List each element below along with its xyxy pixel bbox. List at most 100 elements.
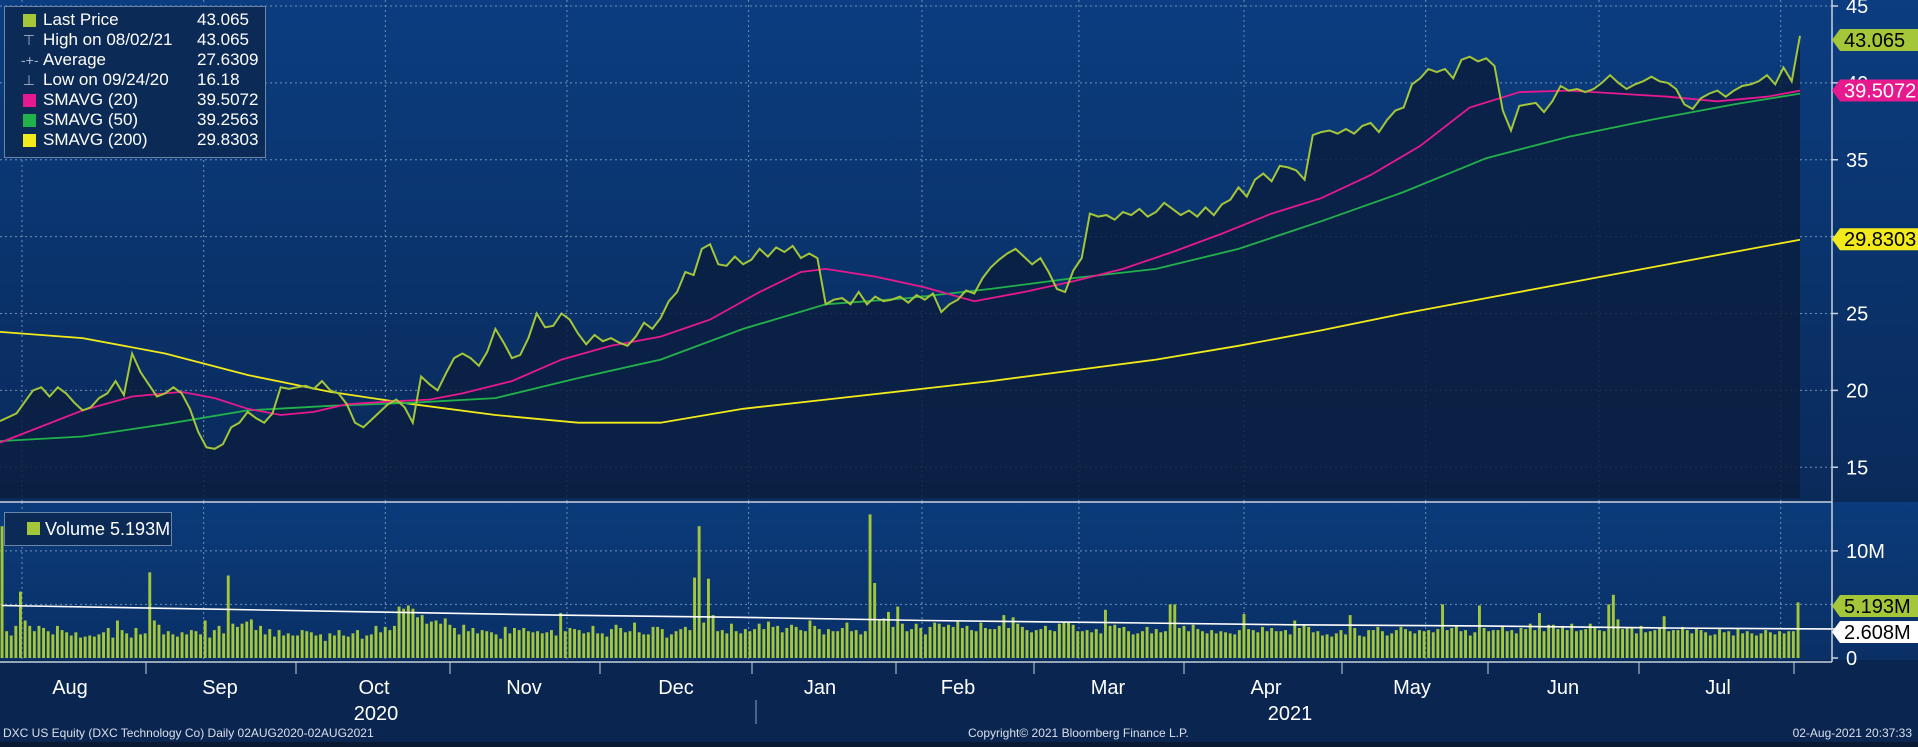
volume-bar: [1214, 633, 1218, 658]
legend-row-last-price[interactable]: Last Price 43.065: [5, 10, 265, 30]
volume-bar: [1658, 628, 1661, 658]
volume-bar: [37, 625, 41, 658]
volume-bar: [1418, 630, 1421, 658]
volume-bar: [531, 632, 535, 658]
volume-bar: [439, 623, 443, 658]
volume-bar: [1071, 624, 1075, 658]
volume-bar: [185, 634, 189, 658]
volume-bar: [1713, 634, 1717, 658]
volume-bar: [222, 633, 226, 658]
volume-bar: [259, 625, 262, 658]
volume-bar: [674, 631, 678, 658]
volume-bar: [1173, 604, 1177, 658]
volume-bar: [323, 640, 327, 658]
volume-bar: [813, 625, 817, 658]
volume-bar: [1141, 631, 1144, 658]
volume-bar: [42, 628, 45, 658]
volume-bar: [1062, 622, 1066, 658]
volume-bar: [1496, 630, 1500, 658]
volume-bar: [753, 629, 756, 658]
volume-bar: [1708, 635, 1712, 658]
volume-bar: [628, 631, 632, 658]
volume-bar: [102, 632, 105, 658]
volume-bar: [605, 636, 609, 658]
volume-bar: [1510, 630, 1514, 658]
volume-bar: [176, 636, 179, 658]
volume-bar: [268, 629, 272, 658]
volume-bar: [1524, 629, 1528, 658]
volume-bar: [60, 630, 64, 658]
volume-bar: [402, 608, 406, 658]
volume-bar: [840, 628, 844, 658]
volume-bar: [14, 625, 18, 658]
x-tick-label: Sep: [202, 677, 238, 699]
volume-bar: [277, 630, 281, 658]
volume-bar: [429, 621, 433, 658]
volume-bar: [780, 632, 784, 658]
volume-bar: [683, 626, 687, 658]
volume-legend[interactable]: Volume 5.193M: [4, 512, 172, 546]
volume-bar: [1459, 631, 1463, 658]
x-tick-label: Apr: [1250, 677, 1281, 699]
volume-bar: [1224, 632, 1227, 658]
volume-bar: [794, 626, 798, 658]
volume-bar: [1016, 623, 1020, 658]
volume-bar: [1778, 631, 1781, 658]
volume-bar: [1422, 631, 1426, 658]
legend-value: 27.6309: [197, 50, 259, 69]
volume-bar: [411, 608, 415, 658]
volume-bar: [1247, 629, 1250, 658]
volume-bar: [46, 631, 50, 658]
volume-bar: [245, 621, 249, 658]
volume-bar: [642, 634, 646, 658]
volume-bar: [203, 620, 207, 658]
volume-bar: [877, 620, 881, 658]
volume-bar: [646, 634, 650, 658]
volume-bar: [1487, 631, 1491, 658]
x-tick-label: Mar: [1091, 677, 1126, 699]
volume-bar: [919, 628, 923, 658]
volume-bar: [1090, 632, 1094, 658]
legend-row-low[interactable]: ⊥ Low on 09/24/20 16.18: [5, 70, 265, 90]
legend-value: 39.2563: [197, 110, 259, 129]
volume-bar: [494, 634, 498, 658]
volume-bar: [960, 628, 964, 658]
volume-bar: [785, 628, 789, 658]
legend-row-average[interactable]: -+- Average 27.6309: [5, 50, 265, 70]
volume-bar: [790, 624, 793, 658]
legend-row-high[interactable]: ⊤ High on 08/02/21 43.065: [5, 30, 265, 50]
volume-bar: [1210, 630, 1214, 658]
volume-bar: [827, 629, 830, 658]
volume-tag-text: 5.193M: [1844, 596, 1911, 618]
volume-bar: [979, 622, 983, 658]
volume-bar: [614, 624, 618, 658]
volume-bar: [120, 630, 124, 658]
volume-bar: [1002, 615, 1006, 658]
volume-bar: [1588, 623, 1592, 658]
volume-bar: [1076, 631, 1080, 658]
volume-bar: [1201, 631, 1204, 658]
volume-bar: [1011, 617, 1015, 658]
legend-row-smavg-200[interactable]: SMAVG (200) 29.8303: [5, 130, 265, 150]
volume-bar: [600, 633, 604, 658]
volume-bar: [1478, 605, 1481, 658]
volume-bar: [1787, 631, 1791, 658]
legend-row-smavg-20[interactable]: SMAVG (20) 39.5072: [5, 90, 265, 110]
volume-bar: [1685, 630, 1689, 658]
volume-bar: [1164, 631, 1167, 658]
volume-bar: [1159, 632, 1163, 658]
volume-bar: [1104, 609, 1107, 658]
volume-bar: [51, 634, 55, 658]
volume-bar: [702, 622, 706, 658]
volume-bar: [863, 631, 867, 658]
legend-value: 29.8303: [197, 130, 259, 149]
volume-bar: [1233, 634, 1237, 658]
volume-bar: [711, 615, 715, 658]
volume-bar: [1644, 632, 1648, 658]
legend-row-smavg-50[interactable]: SMAVG (50) 39.2563: [5, 110, 265, 130]
last-price-area: [0, 35, 1800, 499]
volume-bar: [88, 635, 92, 658]
volume-bar: [554, 635, 558, 658]
volume-bar: [1136, 633, 1140, 658]
